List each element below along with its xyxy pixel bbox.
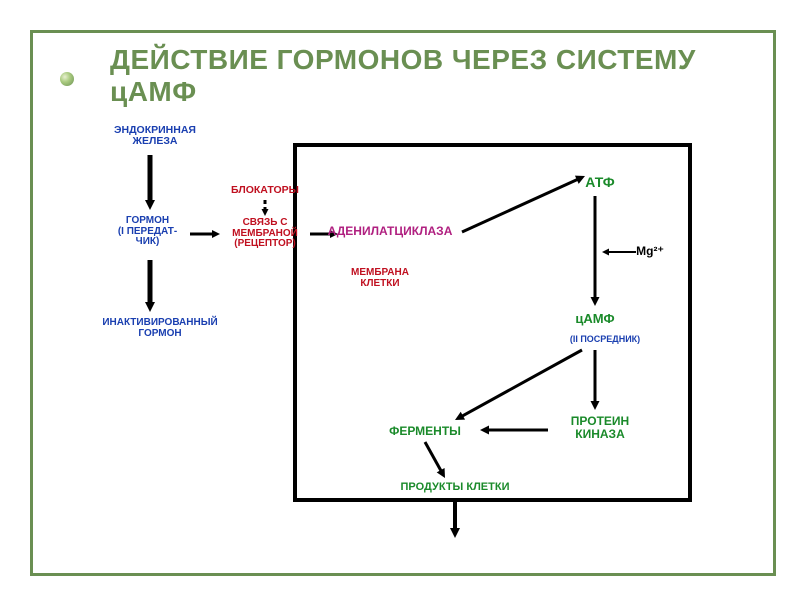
label-camp: цАМФ xyxy=(560,312,630,326)
label-blockers: БЛОКАТОРЫ xyxy=(220,185,310,196)
label-gland: ЭНДОКРИННАЯ ЖЕЛЕЗА xyxy=(100,125,210,147)
label-products: ПРОДУКТЫ КЛЕТКИ xyxy=(375,482,535,494)
label-enzymes: ФЕРМЕНТЫ xyxy=(375,425,475,438)
label-mg: Mg²⁺ xyxy=(625,245,675,258)
label-atp: АТФ xyxy=(570,175,630,190)
label-hormone: ГОРМОН (I ПЕРЕДАТ- ЧИК) xyxy=(100,216,195,248)
label-mediator2: (II ПОСРЕДНИК) xyxy=(550,335,660,344)
label-membrane: МЕМБРАНА КЛЕТКИ xyxy=(330,268,430,289)
slide-title: ДЕЙСТВИЕ ГОРМОНОВ ЧЕРЕЗ СИСТЕМУ цАМФ xyxy=(110,44,730,108)
label-receptor: СВЯЗЬ С МЕМБРАНОЙ (РЕЦЕПТОР) xyxy=(215,218,315,250)
label-pkinase: ПРОТЕИН КИНАЗА xyxy=(550,415,650,440)
label-inactivated: ИНАКТИВИРОВАННЫЙ ГОРМОН xyxy=(85,318,235,339)
title-bullet xyxy=(60,72,74,86)
cell-membrane-box xyxy=(295,145,690,500)
label-adenylate: АДЕНИЛАТЦИКЛАЗА xyxy=(315,225,465,238)
diagram-canvas: ЭНДОКРИННАЯ ЖЕЛЕЗА БЛОКАТОРЫ ГОРМОН (I П… xyxy=(90,120,700,540)
